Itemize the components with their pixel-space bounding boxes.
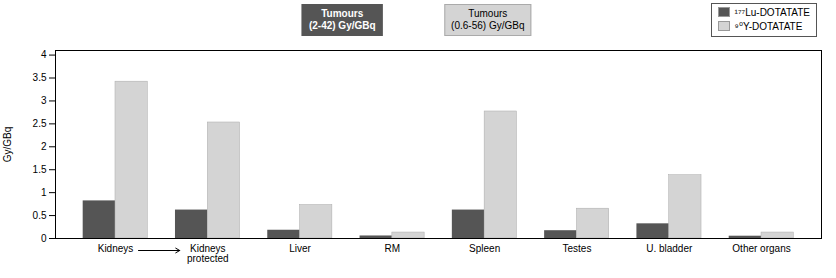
html-text:Tumours (2-42) Gy/GBq: Tumours (2-42) Gy/GBq bbox=[308, 8, 376, 31]
svg-text:0.5: 0.5 bbox=[33, 210, 47, 221]
svg-text:RM: RM bbox=[385, 243, 401, 254]
svg-text:1.5: 1.5 bbox=[33, 164, 47, 175]
html-text:Tumours (0.6-56) Gy/GBq: Tumours (0.6-56) Gy/GBq bbox=[451, 8, 525, 31]
html-text:⁹⁰Y-DOTATATE: ⁹⁰Y-DOTATATE bbox=[734, 21, 803, 32]
svg-text:Other organs: Other organs bbox=[732, 243, 790, 254]
svg-text:2: 2 bbox=[41, 141, 47, 152]
svg-text:Liver: Liver bbox=[289, 243, 311, 254]
svg-text:2.5: 2.5 bbox=[33, 118, 47, 129]
svg-text:Spleen: Spleen bbox=[469, 243, 500, 254]
svg-text:Testes: Testes bbox=[562, 243, 591, 254]
svg-text:Kidneys: Kidneys bbox=[98, 243, 134, 254]
svg-text:Kidneysprotected: Kidneysprotected bbox=[187, 243, 229, 264]
svg-text:U. bladder: U. bladder bbox=[646, 243, 693, 254]
svg-text:3: 3 bbox=[41, 95, 47, 106]
html-text:¹⁷⁷Lu-DOTATATE: ¹⁷⁷Lu-DOTATATE bbox=[734, 7, 810, 18]
svg-text:4: 4 bbox=[41, 49, 47, 60]
svg-text:3.5: 3.5 bbox=[33, 72, 47, 83]
svg-text:Gy/GBq: Gy/GBq bbox=[2, 127, 13, 163]
svg-text:1: 1 bbox=[41, 187, 47, 198]
svg-text:0: 0 bbox=[41, 233, 47, 244]
